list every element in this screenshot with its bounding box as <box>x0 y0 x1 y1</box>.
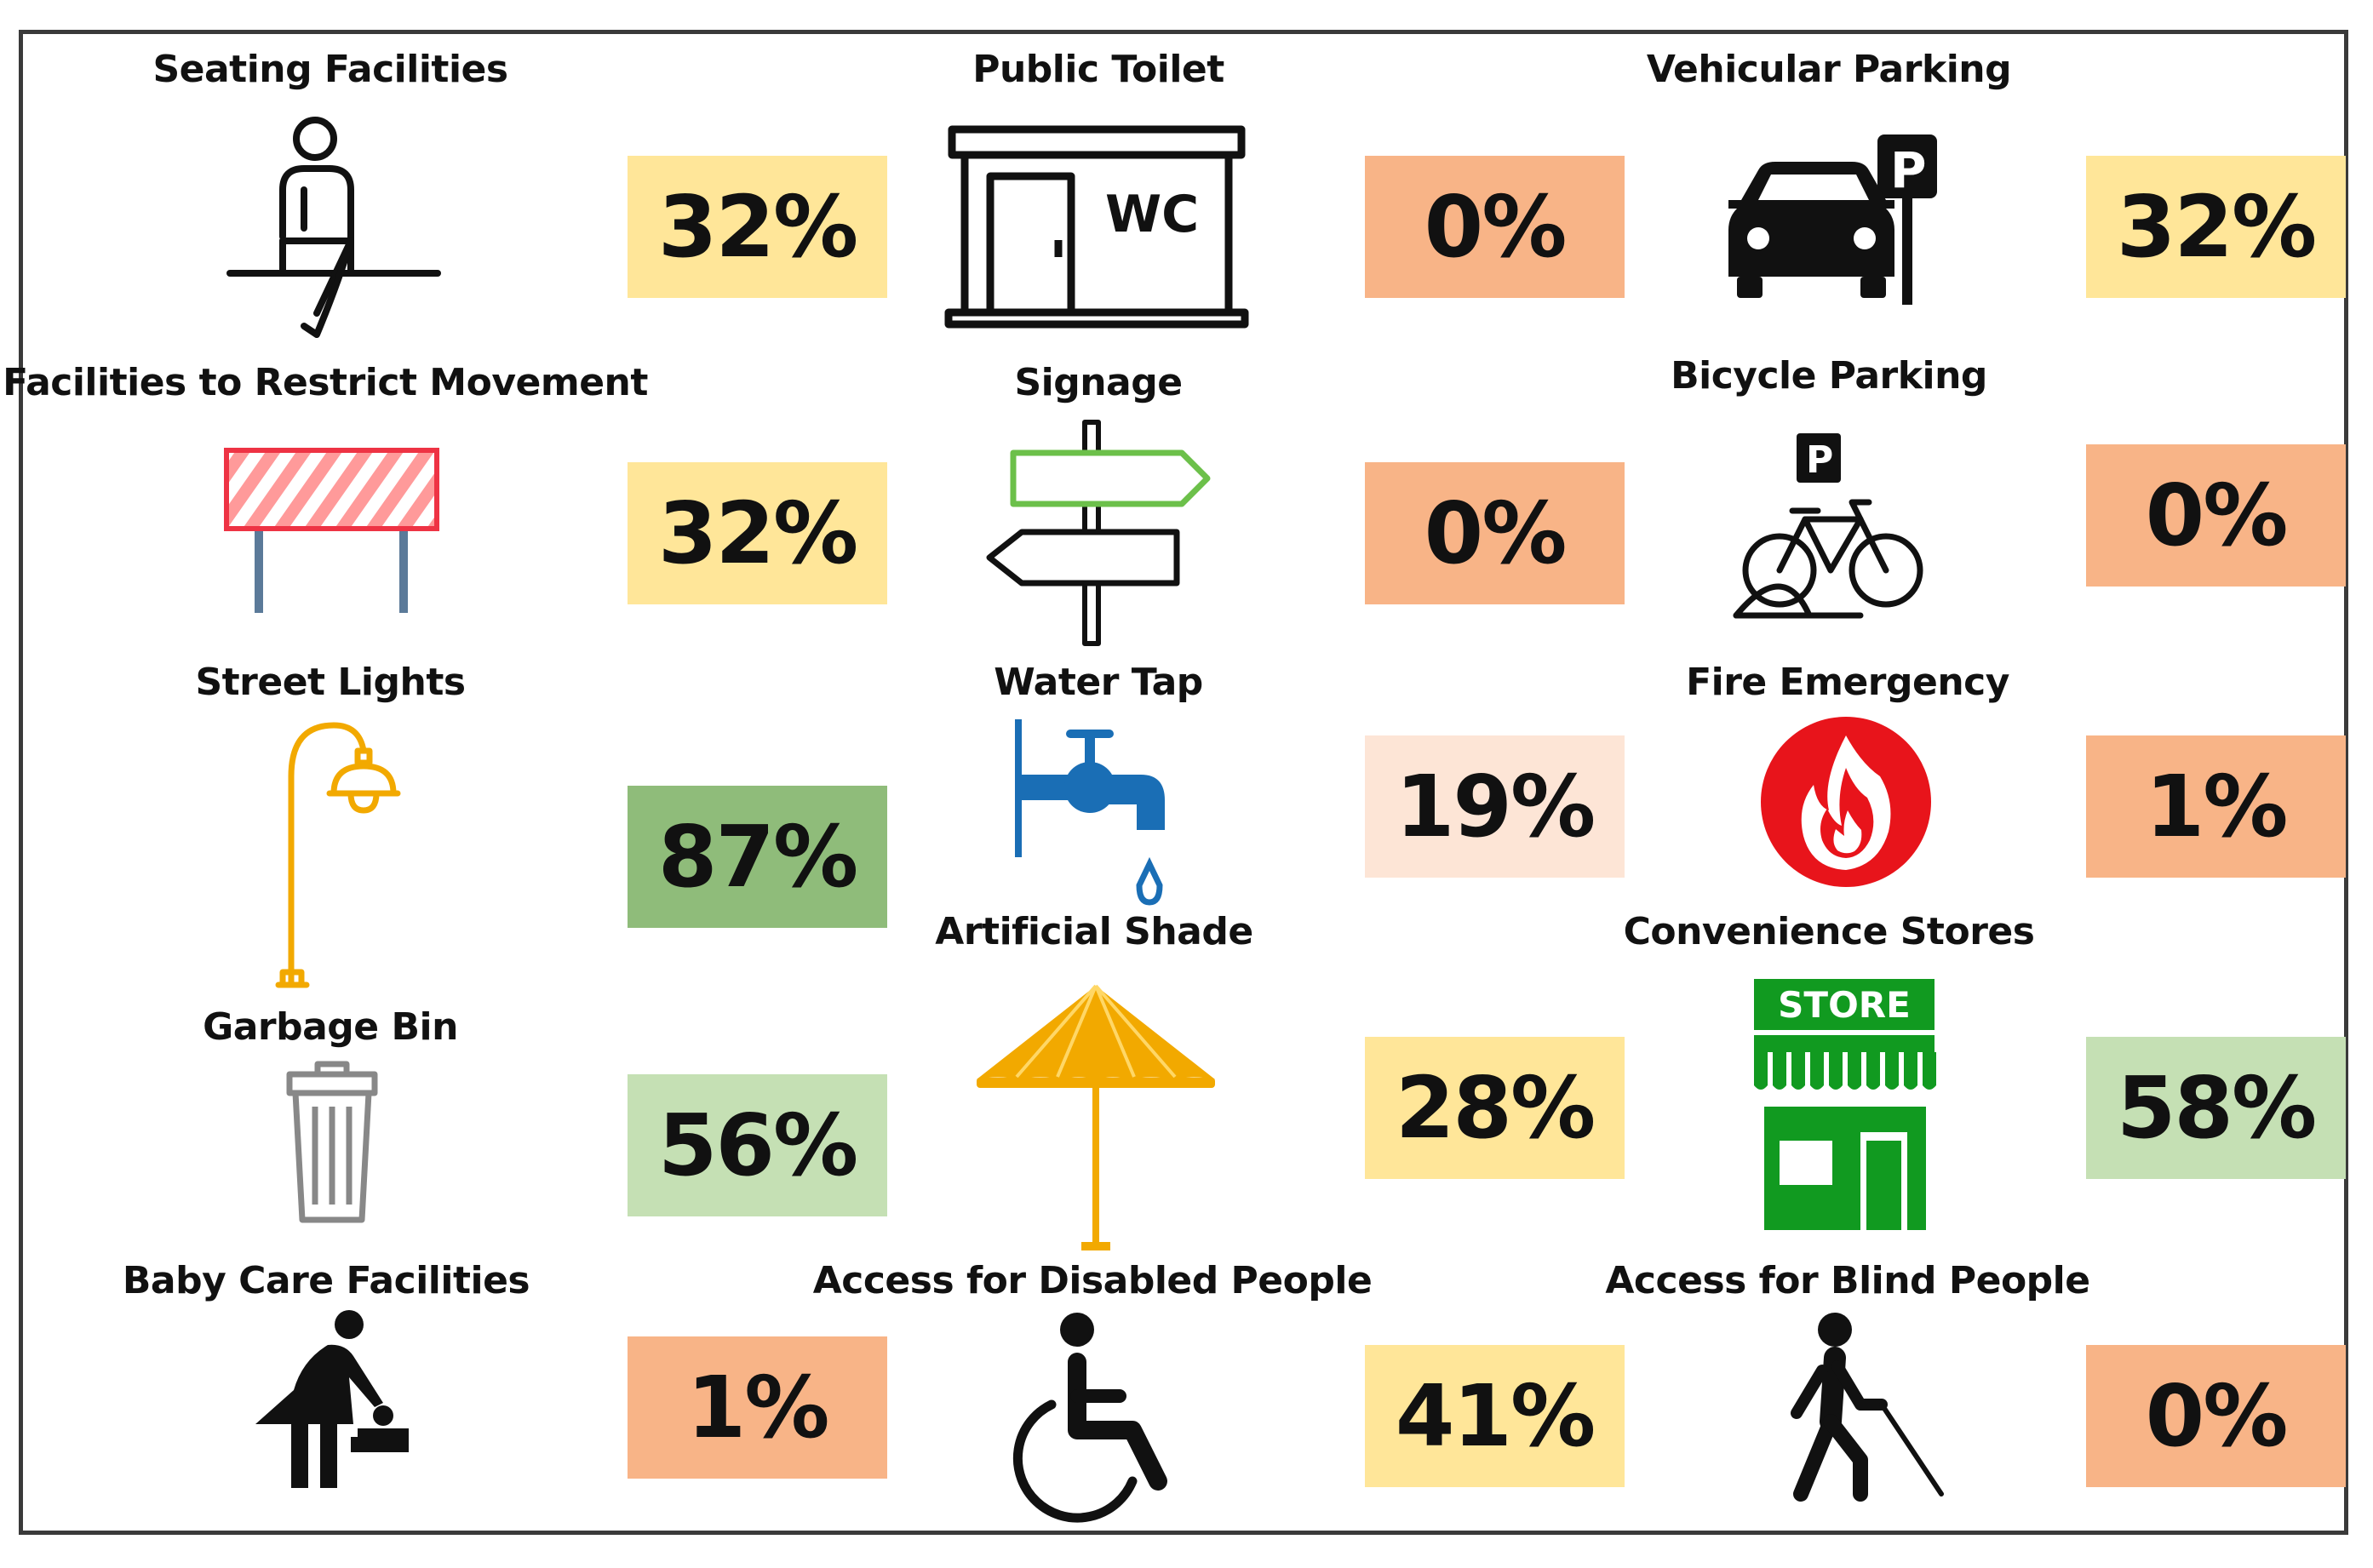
label-convenience-stores: Convenience Stores <box>1623 910 2035 953</box>
svg-text:P: P <box>1806 438 1833 482</box>
svg-text:STORE: STORE <box>1778 984 1911 1026</box>
label-vehicular-parking: Vehicular Parking <box>1646 48 2012 91</box>
wheelchair-icon <box>1012 1311 1175 1523</box>
bicycle-parking-icon: P <box>1733 430 1924 621</box>
percent-seating: 32% <box>628 156 887 298</box>
label-access-blind-people: Access for Blind People <box>1605 1259 2090 1302</box>
percent-restrict-movement: 32% <box>628 462 887 604</box>
wc-building-icon: WC <box>943 121 1250 329</box>
percent-baby-care: 1% <box>628 1336 887 1479</box>
store-icon: STORE <box>1745 979 1943 1230</box>
car-parking-icon: P <box>1711 128 1950 311</box>
percent-water-tap: 19% <box>1365 735 1625 878</box>
seated-person-icon <box>223 113 444 343</box>
percent-bicycle-parking: 0% <box>2086 444 2346 587</box>
percent-street-lights: 87% <box>628 786 887 928</box>
label-water-tap: Water Tap <box>994 661 1203 704</box>
percent-fire-emergency: 1% <box>2086 735 2346 878</box>
label-artificial-shade: Artificial Shade <box>935 910 1253 953</box>
percent-access-blind: 0% <box>2086 1345 2346 1487</box>
percent-vehicular-parking: 32% <box>2086 156 2346 298</box>
label-facilities-restrict-movement: Facilities to Restrict Movement <box>3 361 648 404</box>
baby-changing-icon <box>255 1309 409 1495</box>
water-tap-icon <box>1013 719 1184 908</box>
fire-icon <box>1761 717 1931 887</box>
signpost-icon <box>979 417 1213 647</box>
percent-convenience-stores: 58% <box>2086 1037 2346 1179</box>
trash-bin-icon <box>285 1060 379 1226</box>
umbrella-icon <box>972 981 1219 1252</box>
barrier-icon <box>223 447 440 617</box>
label-baby-care-facilities: Baby Care Facilities <box>122 1259 530 1302</box>
svg-text:P: P <box>1890 141 1927 199</box>
label-garbage-bin: Garbage Bin <box>203 1005 458 1049</box>
percent-public-toilet: 0% <box>1365 156 1625 298</box>
street-lamp-icon <box>266 717 401 991</box>
blind-person-icon <box>1788 1311 1946 1502</box>
percent-access-disabled: 41% <box>1365 1345 1625 1487</box>
label-public-toilet: Public Toilet <box>972 48 1224 91</box>
label-fire-emergency: Fire Emergency <box>1686 661 2009 704</box>
percent-garbage-bin: 56% <box>628 1074 887 1216</box>
percent-signage: 0% <box>1365 462 1625 604</box>
label-seating-facilities: Seating Facilities <box>152 48 508 91</box>
percent-artificial-shade: 28% <box>1365 1037 1625 1179</box>
label-bicycle-parking: Bicycle Parking <box>1671 354 1987 398</box>
svg-text:WC: WC <box>1105 185 1199 244</box>
label-signage: Signage <box>1014 361 1183 404</box>
infographic-frame <box>19 30 2348 1535</box>
label-street-lights: Street Lights <box>195 661 466 704</box>
label-access-disabled-people: Access for Disabled People <box>812 1259 1373 1302</box>
